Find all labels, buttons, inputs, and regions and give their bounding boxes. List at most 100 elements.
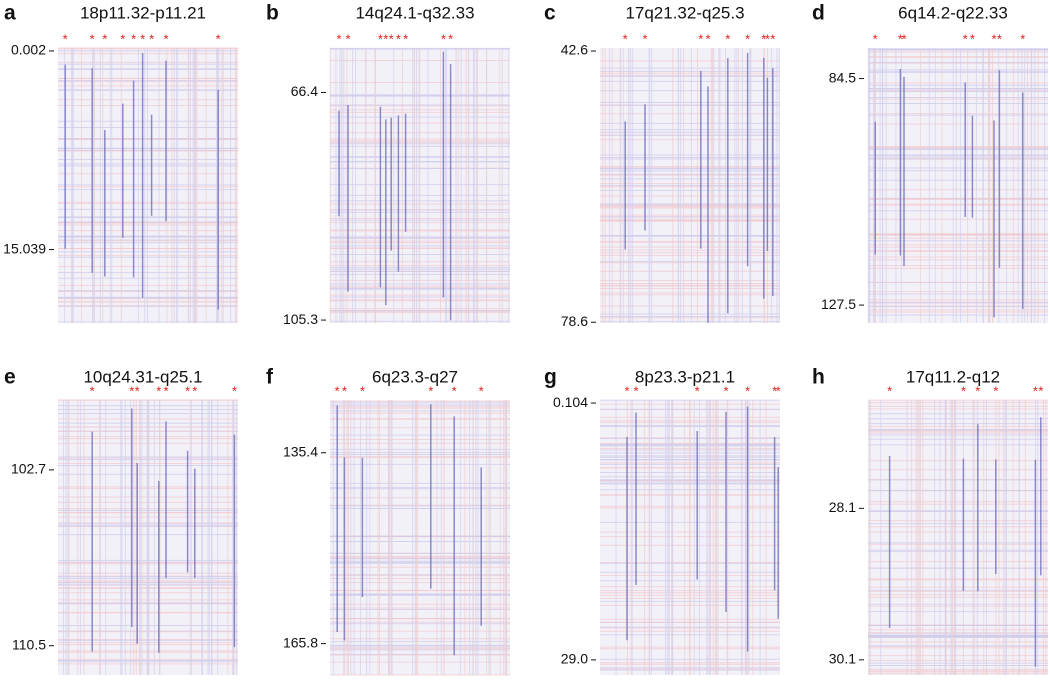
y-tick-label: 0.002 <box>11 42 46 58</box>
marker-star: * <box>887 383 892 398</box>
marker-star: * <box>698 31 703 46</box>
marker-star: * <box>140 31 145 46</box>
marker-star: * <box>192 383 197 398</box>
marker-star: * <box>776 383 781 398</box>
marker-star: * <box>129 383 134 398</box>
marker-star: * <box>135 383 140 398</box>
marker-star: * <box>873 31 878 46</box>
marker-star: * <box>216 31 221 46</box>
panel: a 18p11.32-p11.21 * * * * * * * * * 0.002 15.039 <box>3 2 238 323</box>
marker-star: * <box>901 31 906 46</box>
y-tick-label: 110.5 <box>12 636 46 652</box>
marker-star: * <box>403 31 408 46</box>
y-tick-label: 66.4 <box>291 83 318 99</box>
marker-star: * <box>383 31 388 46</box>
marker-star: * <box>63 31 68 46</box>
y-tick-label: 15.039 <box>3 240 46 256</box>
panel-title: 18p11.32-p11.21 <box>80 3 206 22</box>
y-tick-label: 102.7 <box>11 461 46 477</box>
panel-title: 10q24.31-q25.1 <box>83 367 202 386</box>
marker-star: * <box>149 31 154 46</box>
panel-title: 17q11.2-q12 <box>906 367 1000 386</box>
marker-star: * <box>389 31 394 46</box>
panel-title: 6q23.3-q27 <box>372 367 458 386</box>
y-tick-label: 135.4 <box>283 443 318 459</box>
marker-star: * <box>163 383 168 398</box>
marker-star: * <box>725 31 730 46</box>
marker-star: * <box>898 31 903 46</box>
panel-letter: a <box>4 2 16 25</box>
marker-star: * <box>1033 383 1038 398</box>
marker-star: * <box>345 31 350 46</box>
marker-star: * <box>452 383 457 398</box>
marker-star: * <box>961 383 966 398</box>
y-tick-label: 30.1 <box>829 651 856 667</box>
marker-star: * <box>448 31 453 46</box>
marker-star: * <box>745 383 750 398</box>
marker-star: * <box>623 31 628 46</box>
panel-title: 8p23.3-p21.1 <box>635 367 735 386</box>
marker-star: * <box>975 383 980 398</box>
marker-star: * <box>360 383 365 398</box>
panel: h 17q11.2-q12* * * * * *28.130.1 <box>812 366 1048 675</box>
y-tick-label: 78.6 <box>561 313 588 329</box>
marker-star: * <box>428 383 433 398</box>
marker-star: * <box>131 31 136 46</box>
marker-star: * <box>396 31 401 46</box>
marker-star: * <box>1038 383 1043 398</box>
y-tick-label: 28.1 <box>829 499 856 515</box>
panel-title: 17q21.32-q25.3 <box>625 3 744 22</box>
marker-star: * <box>120 31 125 46</box>
y-tick-label: 0.104 <box>553 394 588 410</box>
marker-star: * <box>970 31 975 46</box>
marker-star: * <box>633 383 638 398</box>
heatmap-background <box>868 400 1048 675</box>
panel-letter: h <box>812 366 825 389</box>
marker-star: * <box>342 383 347 398</box>
panel-title: 14q24.1-q32.33 <box>355 3 474 22</box>
marker-star: * <box>378 31 383 46</box>
marker-star: * <box>963 31 968 46</box>
marker-star: * <box>90 31 95 46</box>
panel-title: 6q14.2-q22.33 <box>898 3 1008 22</box>
marker-star: * <box>705 31 710 46</box>
marker-star: * <box>102 31 107 46</box>
panel-letter: b <box>266 2 279 25</box>
marker-star: * <box>997 31 1002 46</box>
panel-letter: d <box>812 2 825 25</box>
panel-letter: f <box>266 366 274 389</box>
panel: c 17q21.32-q25.3* * * * * * ** *42.678.6 <box>544 2 780 329</box>
marker-star: * <box>761 31 766 46</box>
panel-letter: g <box>544 366 557 389</box>
y-tick-label: 165.8 <box>283 634 318 650</box>
marker-star: * <box>90 383 95 398</box>
marker-star: * <box>441 31 446 46</box>
marker-star: * <box>770 31 775 46</box>
marker-star: * <box>1020 31 1025 46</box>
marker-star: * <box>479 383 484 398</box>
marker-star: * <box>336 31 341 46</box>
panel-letter: c <box>544 2 556 25</box>
y-tick-label: 29.0 <box>561 651 588 667</box>
marker-star: * <box>991 31 996 46</box>
marker-star: * <box>765 31 770 46</box>
marker-star: * <box>642 31 647 46</box>
marker-star: * <box>745 31 750 46</box>
marker-star: * <box>335 383 340 398</box>
marker-star: * <box>723 383 728 398</box>
marker-star: * <box>156 383 161 398</box>
heatmap-background <box>330 400 510 675</box>
y-tick-label: 84.5 <box>829 69 856 85</box>
marker-star: * <box>695 383 700 398</box>
panel-letter: e <box>4 366 16 389</box>
y-tick-label: 127.5 <box>821 296 856 312</box>
marker-star: * <box>163 31 168 46</box>
marker-star: * <box>624 383 629 398</box>
y-tick-label: 105.3 <box>283 311 318 327</box>
